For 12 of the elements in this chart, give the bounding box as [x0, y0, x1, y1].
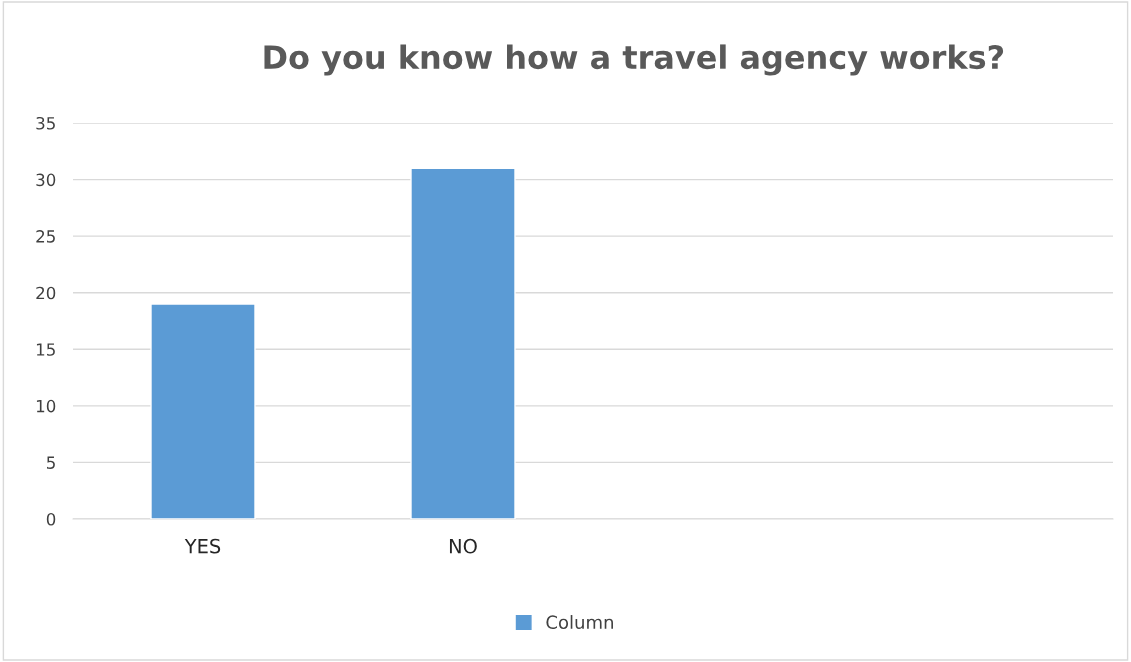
- y-tick-label: 35: [36, 116, 55, 130]
- y-tick-label: 0: [46, 512, 56, 526]
- y-tick-label: 25: [36, 230, 55, 243]
- legend-label: Column: [546, 615, 613, 630]
- y-tick-label: 10: [36, 399, 56, 413]
- chart-title: Do you know how a travel agency works?: [264, 44, 1004, 76]
- y-tick-label: 30: [36, 173, 56, 187]
- y-tick-label: 15: [36, 343, 55, 356]
- y-tick-label: 5: [47, 456, 55, 469]
- y-tick-label: 20: [36, 286, 56, 300]
- x-tick-label: YES: [184, 538, 221, 554]
- x-tick-label: NO: [449, 538, 477, 554]
